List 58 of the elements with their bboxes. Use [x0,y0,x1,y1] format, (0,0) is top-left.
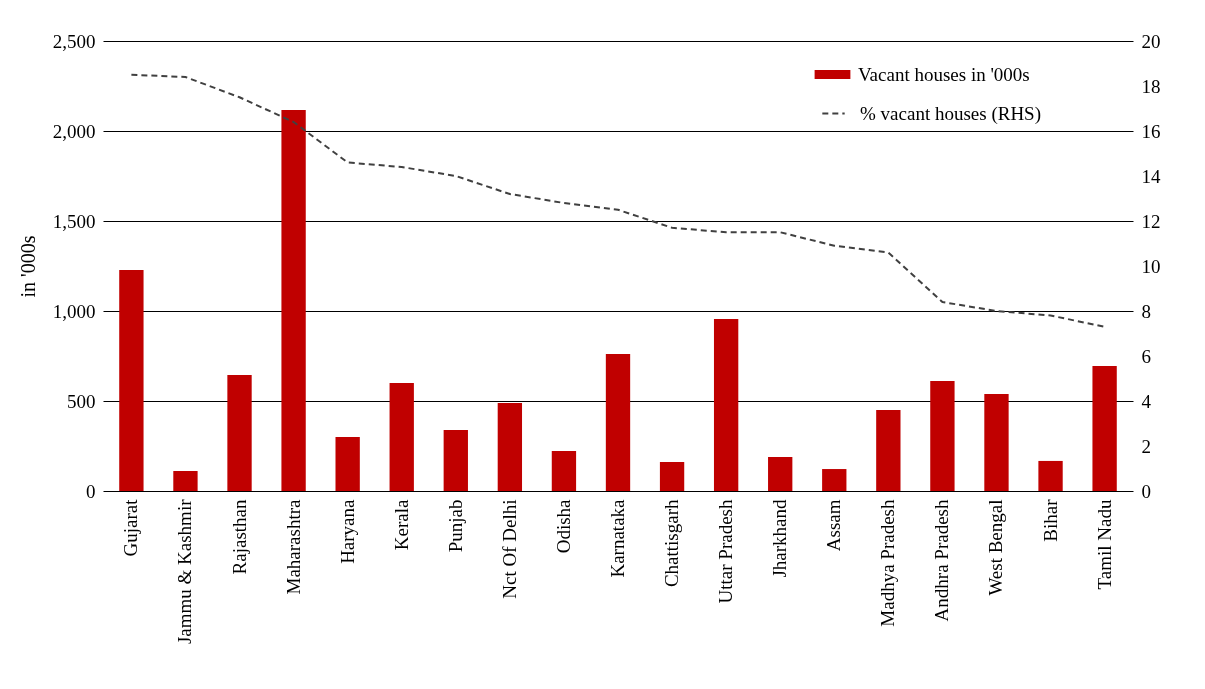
x-tick-label: Rajasthan [228,499,250,575]
bar [1092,366,1117,491]
bar [551,451,577,491]
x-tick-label: Karnataka [607,498,628,578]
y2-tick-label: 20 [1141,30,1161,52]
y2-tick-label: 16 [1141,120,1161,142]
y-tick-label: 2,000 [52,120,96,142]
bar [335,437,360,491]
bar [281,109,306,491]
y2-tick-label: 2 [1141,435,1151,457]
x-tick-label: West Bengal [985,499,1007,596]
legend-label: Vacant houses in '000s [858,63,1030,85]
x-tick-label: Haryana [336,498,358,564]
x-tick-label: Assam [823,499,845,552]
x-tick-label: Nct Of Delhi [498,499,520,599]
y-tick-label: 0 [86,480,96,502]
y2-tick-label: 12 [1141,210,1161,232]
bar [930,381,955,491]
y-tick-label: 1,000 [52,300,96,322]
y-tick-label: 500 [67,390,96,412]
bar [443,429,468,491]
x-tick-label: Tamil Nadu [1093,499,1115,590]
bar [659,462,685,491]
bar [822,469,847,491]
bar [605,354,631,491]
bar [227,375,252,491]
y2-tick-label: 8 [1141,300,1151,322]
bar [713,318,739,491]
x-tick-label: Jammu & Kashmir [174,498,196,645]
bar [389,383,414,491]
bar [768,456,793,491]
x-tick-label: Punjab [444,499,466,553]
x-tick-label: Bihar [1039,498,1061,542]
y2-tick-label: 0 [1141,480,1151,502]
y2-tick-label: 10 [1141,255,1161,277]
legend-label: % vacant houses (RHS) [860,102,1041,125]
x-tick-label: Odisha [552,498,574,554]
y2-tick-label: 4 [1141,390,1152,412]
x-tick-label: Chattisgarh [661,499,683,588]
x-tick-label: Uttar Pradesh [715,499,737,604]
x-tick-label: Maharashtra [282,498,304,595]
y-tick-label: 2,500 [52,30,96,52]
x-tick-label: Kerala [390,498,412,551]
y2-tick-label: 6 [1141,345,1151,367]
bar [1038,460,1063,491]
y-axis-title: in '000s [16,235,39,298]
x-tick-label: Andhra Pradesh [931,499,953,622]
bar [497,402,523,491]
x-tick-label: Madhya Pradesh [877,499,899,627]
y2-tick-label: 14 [1141,165,1161,187]
y-tick-label: 1,500 [52,210,96,232]
x-tick-label: Gujarat [120,498,142,557]
y2-tick-label: 18 [1141,75,1161,97]
bar [984,393,1009,491]
bar [876,410,901,491]
bar [119,269,144,491]
x-tick-label: Jharkhand [769,499,791,578]
bar [173,471,198,491]
